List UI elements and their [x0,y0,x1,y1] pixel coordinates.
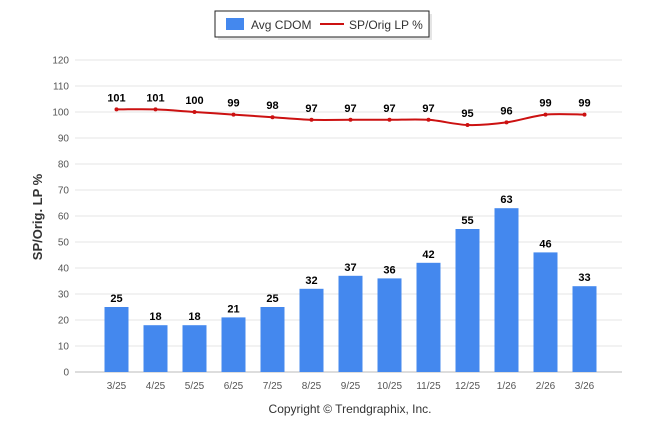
x-axis-ticks: 3/25 4/25 5/25 6/25 7/25 8/25 9/25 10/25 11/25 12… [107,381,595,392]
bar-avg-cdom [182,325,207,372]
bar-data-label: 25 [110,293,122,305]
x-tick-label: 6/25 [224,381,244,392]
line-data-label: 96 [500,105,512,117]
legend-label-avg-cdom: Avg CDOM [251,18,311,32]
bar-avg-cdom [104,307,129,372]
legend-swatch-avg-cdom [226,18,244,30]
y-tick-label: 120 [52,56,69,67]
copyright-text: Copyright © Trendgraphix, Inc. [269,402,432,416]
line-point-sp-orig-lp [426,117,431,122]
y-tick-label: 110 [53,82,69,93]
line-point-sp-orig-lp [543,112,548,117]
x-tick-label: 5/25 [185,381,205,392]
bar-data-label: 33 [578,272,590,284]
y-tick-label: 30 [58,290,70,301]
x-tick-label: 3/26 [575,381,595,392]
line-point-sp-orig-lp [231,112,236,117]
bar-data-label: 21 [227,303,239,315]
y-tick-label: 10 [58,342,70,353]
y-tick-label: 60 [58,212,70,223]
x-tick-label: 4/25 [146,381,166,392]
x-tick-label: 9/25 [341,381,361,392]
bar-avg-cdom [494,208,519,372]
line-point-sp-orig-lp [309,117,314,122]
bar-data-label: 18 [188,311,200,323]
y-axis-title: SP/Orig. LP % [30,173,45,260]
x-tick-label: 12/25 [455,381,480,392]
line-point-sp-orig-lp [504,120,509,125]
bar-avg-cdom [377,278,402,372]
x-tick-label: 8/25 [302,381,322,392]
x-tick-label: 7/25 [263,381,283,392]
legend: Avg CDOM SP/Orig LP % [214,10,432,40]
y-axis-ticks: 0 10 20 30 40 50 60 70 80 90 100 110 120 [52,56,69,379]
bar-data-label: 55 [461,215,473,227]
line-point-sp-orig-lp [114,107,119,112]
bar-avg-cdom [299,288,324,372]
line-point-sp-orig-lp [270,115,275,120]
y-tick-label: 20 [58,316,70,327]
bar-avg-cdom [143,325,168,372]
line-point-sp-orig-lp [153,107,158,112]
bar-avg-cdom [221,317,246,372]
bar-avg-cdom [455,229,480,372]
bar-avg-cdom [533,252,558,372]
bar-data-label: 32 [305,275,317,287]
line-data-label: 97 [305,103,317,115]
line-data-label: 98 [266,100,278,112]
x-tick-label: 3/25 [107,381,127,392]
line-point-sp-orig-lp [387,117,392,122]
y-tick-label: 40 [58,264,70,275]
bar-data-label: 46 [539,238,551,250]
x-tick-label: 10/25 [377,381,402,392]
x-tick-label: 11/25 [416,381,441,392]
y-tick-label: 80 [58,160,70,171]
line-data-label: 97 [422,103,434,115]
bar-avg-cdom [260,307,285,372]
line-data-label: 99 [578,98,590,110]
bar-data-label: 37 [344,262,356,274]
y-tick-label: 0 [63,368,69,379]
line-point-sp-orig-lp [582,112,587,117]
line-point-sp-orig-lp [192,110,197,114]
x-tick-label: 2/26 [536,381,556,392]
line-point-sp-orig-lp [465,123,470,127]
y-tick-label: 50 [58,238,70,249]
line-data-label: 95 [461,108,473,120]
line-data-label: 97 [383,103,395,115]
grid-lines [75,59,622,373]
y-tick-label: 90 [58,134,70,145]
line-data-label: 101 [146,92,164,104]
line-point-sp-orig-lp [348,117,353,122]
x-tick-label: 1/26 [497,381,517,392]
legend-label-sp-orig-lp: SP/Orig LP % [349,18,423,32]
bar-data-label: 42 [422,249,434,261]
bar-avg-cdom [416,262,441,372]
bar-data-label: 25 [266,293,278,305]
line-series: 101 101 100 99 98 97 97 97 97 95 96 99 99 [107,92,591,127]
line-data-label: 99 [227,98,239,110]
bar-avg-cdom [338,275,363,372]
line-data-label: 99 [539,98,551,110]
bar-avg-cdom [572,286,597,372]
y-tick-label: 70 [58,186,70,197]
bar-series: 25 18 18 21 25 32 37 36 42 55 63 46 33 [104,194,597,372]
line-data-label: 97 [344,103,356,115]
line-data-label: 100 [185,95,203,107]
bar-data-label: 36 [383,264,395,276]
bar-data-label: 63 [500,194,512,206]
bar-data-label: 18 [149,311,161,323]
y-tick-label: 100 [52,108,69,119]
line-data-label: 101 [107,92,125,104]
